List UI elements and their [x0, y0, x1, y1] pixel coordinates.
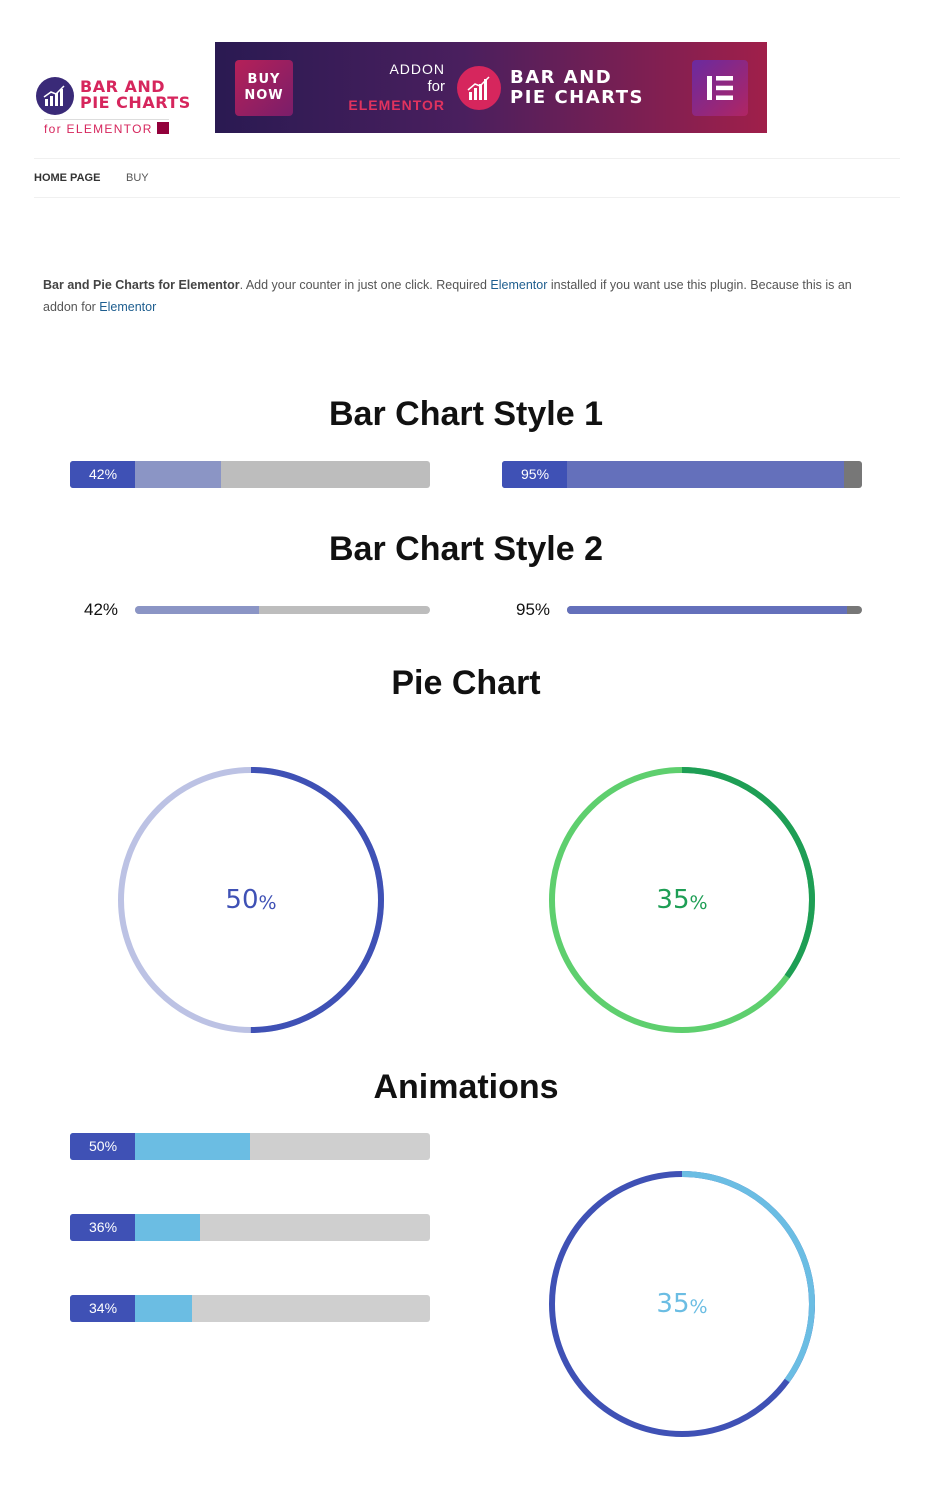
nav-item-buy[interactable]: BUY: [126, 172, 149, 184]
style1-title: Bar Chart Style 1: [329, 395, 603, 433]
anim-bar-1: 50%: [70, 1133, 430, 1160]
pie-value: 35%: [546, 764, 818, 1036]
buy-now-button[interactable]: BUY NOW: [235, 60, 293, 116]
logo-subtitle: for ELEMENTOR: [44, 119, 169, 136]
pie-arc: [549, 767, 815, 1033]
anim-pie-chart: 35%: [546, 1168, 818, 1440]
pie-title: Pie Chart: [391, 664, 541, 702]
promo-banner[interactable]: BUY NOW ADDON for ELEMENTOR BAR AND PIE …: [215, 42, 767, 133]
style2-label-1: 42%: [84, 600, 119, 619]
style2-label-2: 95%: [516, 600, 551, 619]
bar-track: [135, 606, 430, 614]
bar-fill: [567, 606, 848, 614]
pie-number: 35: [656, 885, 690, 915]
anim-bar-2: 36%: [70, 1214, 430, 1241]
elementor-mini-icon: [156, 122, 169, 134]
chart-logo-icon: [457, 66, 501, 110]
animations-title: Animations: [373, 1068, 559, 1106]
bar-fill: [135, 606, 259, 614]
style2-bar-1: [135, 606, 430, 614]
bar-chart-icon: [36, 77, 74, 115]
banner-title: BAR AND PIE CHARTS: [510, 68, 644, 108]
buy-now-line1: BUY: [247, 72, 281, 87]
elementor-link-2[interactable]: Elementor: [99, 300, 157, 314]
addon-line3: ELEMENTOR: [348, 97, 445, 113]
style1-bar-2: 95%: [502, 461, 862, 488]
pie-unit: %: [258, 892, 277, 914]
pie-value: 35%: [546, 1168, 818, 1440]
pie-value: 50%: [115, 764, 387, 1036]
desc-bold: Bar and Pie Charts for Elementor: [43, 278, 240, 292]
style2-title: Bar Chart Style 2: [329, 530, 603, 568]
pie-unit: %: [689, 892, 708, 914]
addon-line1: ADDON: [389, 61, 445, 77]
pie-arc: [549, 1171, 815, 1437]
style1-bar-1: 42%: [70, 461, 430, 488]
intro-description: Bar and Pie Charts for Elementor. Add yo…: [43, 274, 873, 318]
banner-title-line2: PIE CHARTS: [510, 87, 644, 108]
desc-part1: . Add your counter in just one click. Re…: [239, 278, 491, 292]
addon-text: ADDON for ELEMENTOR: [335, 60, 445, 114]
elementor-icon: [692, 60, 748, 116]
desc-part2: installed if you want use this plugin. B…: [43, 278, 852, 314]
nav-item-home[interactable]: HOME PAGE: [34, 172, 101, 184]
bar-label: 42%: [70, 461, 135, 488]
elementor-link-1[interactable]: Elementor: [490, 278, 548, 292]
logo-subtitle-text: for ELEMENTOR: [44, 122, 153, 136]
logo-title-line1: BAR AND: [80, 77, 166, 96]
addon-line2: for: [427, 78, 445, 95]
style2-bar-2: [567, 606, 862, 614]
site-logo[interactable]: BAR AND PIE CHARTS for ELEMENTOR: [36, 75, 196, 137]
bar-label: 34%: [70, 1295, 135, 1322]
pie-chart-2: 35%: [546, 764, 818, 1036]
pie-chart-1: 50%: [115, 764, 387, 1036]
bar-label: 36%: [70, 1214, 135, 1241]
bar-label: 95%: [502, 461, 567, 488]
buy-now-line2: NOW: [244, 88, 284, 103]
logo-title-line2: PIE CHARTS: [80, 93, 191, 112]
bar-label: 50%: [70, 1133, 135, 1160]
banner-title-line1: BAR AND: [510, 67, 613, 88]
anim-bar-3: 34%: [70, 1295, 430, 1322]
pie-number: 35: [656, 1289, 690, 1319]
pie-arc: [118, 767, 384, 1033]
pie-unit: %: [689, 1296, 708, 1318]
pie-number: 50: [225, 885, 259, 915]
main-nav: HOME PAGE BUY: [34, 158, 900, 198]
